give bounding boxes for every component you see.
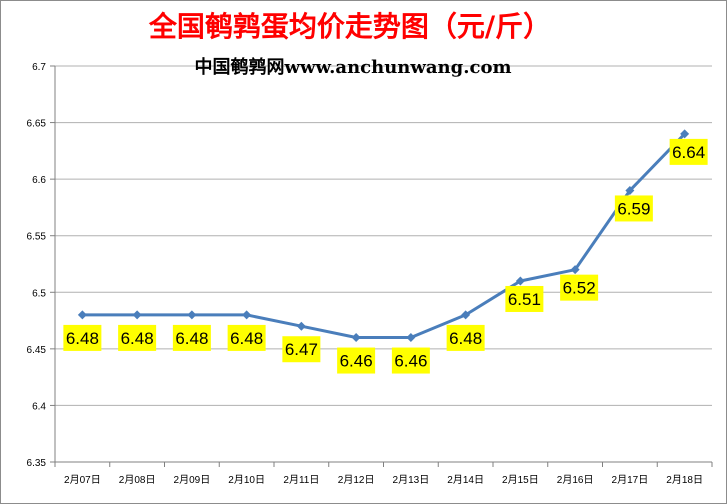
data-marker (515, 276, 525, 286)
x-tick-label: 2月12日 (338, 474, 375, 486)
data-label: 6.48 (175, 329, 208, 348)
data-label-box (391, 347, 430, 374)
y-tick-label: 6.35 (27, 458, 47, 469)
data-label: 6.48 (230, 329, 263, 348)
data-label: 6.52 (563, 279, 596, 298)
gridlines (55, 65, 712, 406)
data-marker (461, 310, 471, 320)
x-tick-label: 2月15日 (502, 474, 539, 486)
data-marker (570, 265, 580, 275)
x-tick-label: 2月13日 (393, 474, 430, 486)
data-label-box (172, 324, 211, 351)
data-label-box (669, 138, 708, 165)
data-marker (351, 333, 361, 343)
data-marker (680, 129, 690, 139)
x-tick-label: 2月10日 (228, 474, 265, 486)
y-tick-label: 6.4 (32, 401, 46, 412)
data-label-box (446, 324, 485, 351)
y-tick-label: 6.7 (32, 62, 46, 73)
data-label-box (505, 285, 544, 312)
data-label: 6.47 (285, 340, 318, 359)
y-tick-label: 6.45 (27, 345, 47, 356)
data-label: 6.48 (449, 329, 482, 348)
y-tick-label: 6.5 (32, 288, 46, 299)
data-label-box (118, 324, 157, 351)
chart-subtitle: 中国鹌鹑网www.anchunwang.com (194, 56, 511, 78)
x-tick-label: 2月14日 (447, 474, 484, 486)
chart-title: 全国鹌鹑蛋均价走势图（元/斤） (148, 10, 551, 43)
data-labels: 6.48 6.48 6.48 6.48 6.47 6.46 6.46 6.48 6.51 6.52… (63, 138, 708, 374)
data-label: 6.51 (508, 290, 541, 309)
data-label-box (560, 274, 599, 301)
data-marker (625, 185, 635, 195)
y-tick-labels: 6.35 6.4 6.45 6.5 6.55 6.6 6.65 6.7 (27, 62, 55, 469)
data-marker (77, 310, 87, 320)
data-marker (132, 310, 142, 320)
y-tick-label: 6.65 (27, 119, 47, 130)
data-label: 6.48 (66, 329, 99, 348)
data-label: 6.64 (672, 143, 705, 162)
data-label-box (337, 347, 376, 374)
x-tick-label: 2月18日 (666, 474, 703, 486)
data-label: 6.59 (617, 199, 650, 218)
x-tick-label: 2月17日 (612, 474, 649, 486)
data-label-box (63, 324, 102, 351)
data-markers (77, 129, 690, 343)
data-label-box (227, 324, 266, 351)
x-tick-label: 2月11日 (283, 474, 319, 486)
x-tick-labels: 2月07日 2月08日 2月09日 2月10日 2月11日 2月12日 2月13日 2月14日… (54, 462, 713, 486)
data-label: 6.46 (394, 352, 427, 371)
data-marker (187, 310, 197, 320)
y-tick-label: 6.6 (32, 175, 46, 186)
data-marker (296, 321, 306, 331)
data-label-box (614, 195, 653, 222)
x-tick-label: 2月08日 (119, 474, 156, 486)
data-label: 6.48 (121, 329, 154, 348)
x-tick-label: 2月07日 (64, 474, 101, 486)
data-marker (406, 333, 416, 343)
data-label: 6.46 (340, 352, 373, 371)
x-tick-label: 2月16日 (557, 474, 594, 486)
y-tick-label: 6.55 (27, 232, 47, 243)
data-label-box (282, 336, 321, 363)
data-marker (242, 310, 252, 320)
x-tick-label: 2月09日 (174, 474, 211, 486)
series-line (82, 132, 686, 339)
